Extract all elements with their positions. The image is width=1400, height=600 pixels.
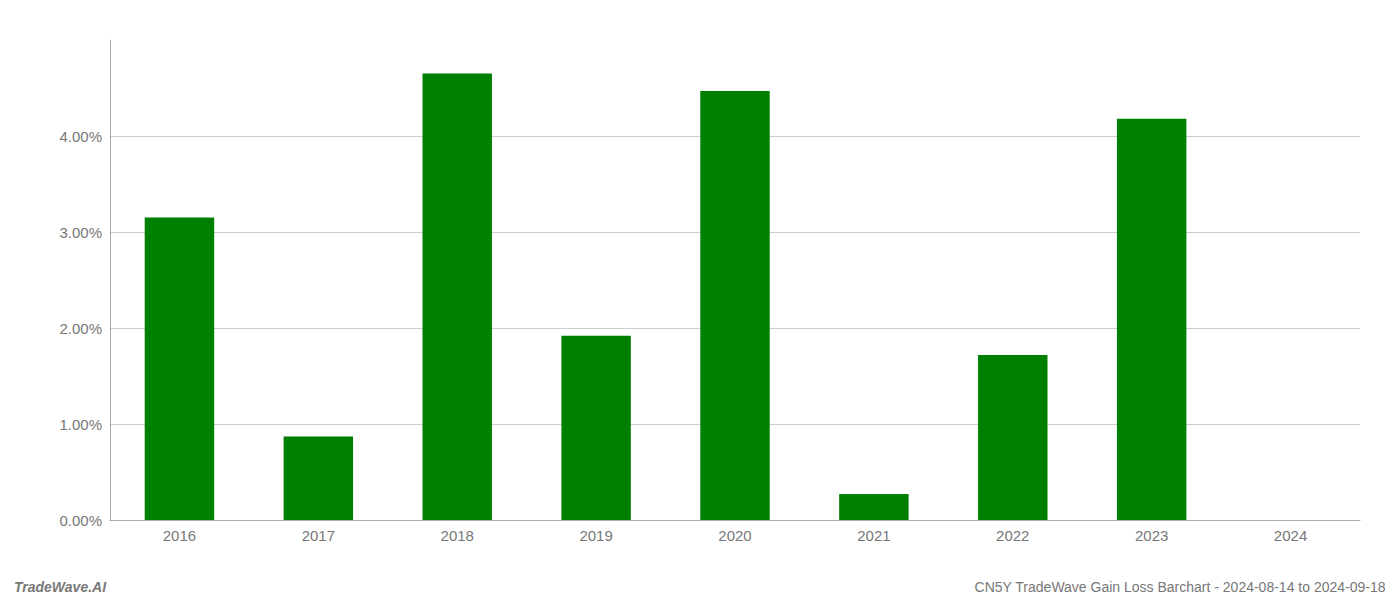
svg-text:4.00%: 4.00% [59, 128, 102, 145]
svg-text:1.00%: 1.00% [59, 416, 102, 433]
svg-text:2016: 2016 [163, 527, 196, 544]
svg-text:2023: 2023 [1135, 527, 1168, 544]
svg-text:2019: 2019 [579, 527, 612, 544]
svg-text:TradeWave.AI: TradeWave.AI [14, 579, 107, 595]
svg-text:2024: 2024 [1274, 527, 1307, 544]
svg-text:2017: 2017 [302, 527, 335, 544]
svg-text:2020: 2020 [718, 527, 751, 544]
svg-text:2021: 2021 [857, 527, 890, 544]
svg-text:2022: 2022 [996, 527, 1029, 544]
svg-text:CN5Y TradeWave Gain Loss Barch: CN5Y TradeWave Gain Loss Barchart - 2024… [975, 579, 1386, 595]
svg-text:2018: 2018 [441, 527, 474, 544]
svg-text:0.00%: 0.00% [59, 512, 102, 529]
svg-text:3.00%: 3.00% [59, 224, 102, 241]
svg-text:2.00%: 2.00% [59, 320, 102, 337]
